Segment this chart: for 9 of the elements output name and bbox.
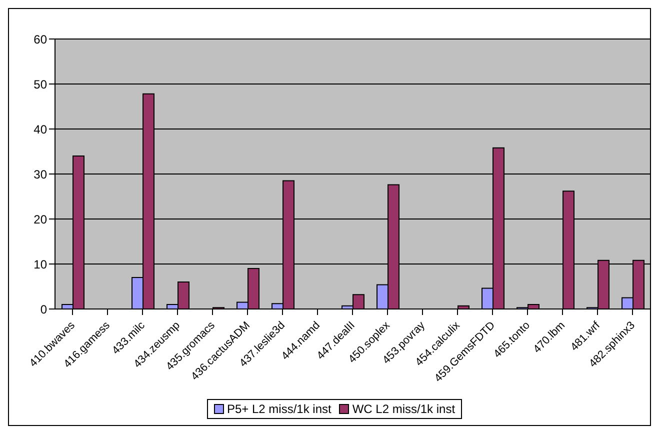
- y-tick-label: 60: [34, 32, 48, 46]
- legend-label: WC L2 miss/1k inst: [351, 402, 456, 416]
- y-tick-label: 40: [34, 122, 48, 136]
- y-tick-label: 50: [34, 77, 48, 92]
- y-tick-label: 30: [34, 167, 48, 182]
- y-tick-label: 10: [34, 257, 48, 272]
- legend-label: P5+ L2 miss/1k inst: [226, 402, 332, 416]
- y-tick-label: 0: [40, 302, 48, 316]
- y-tick-label: 20: [34, 212, 48, 226]
